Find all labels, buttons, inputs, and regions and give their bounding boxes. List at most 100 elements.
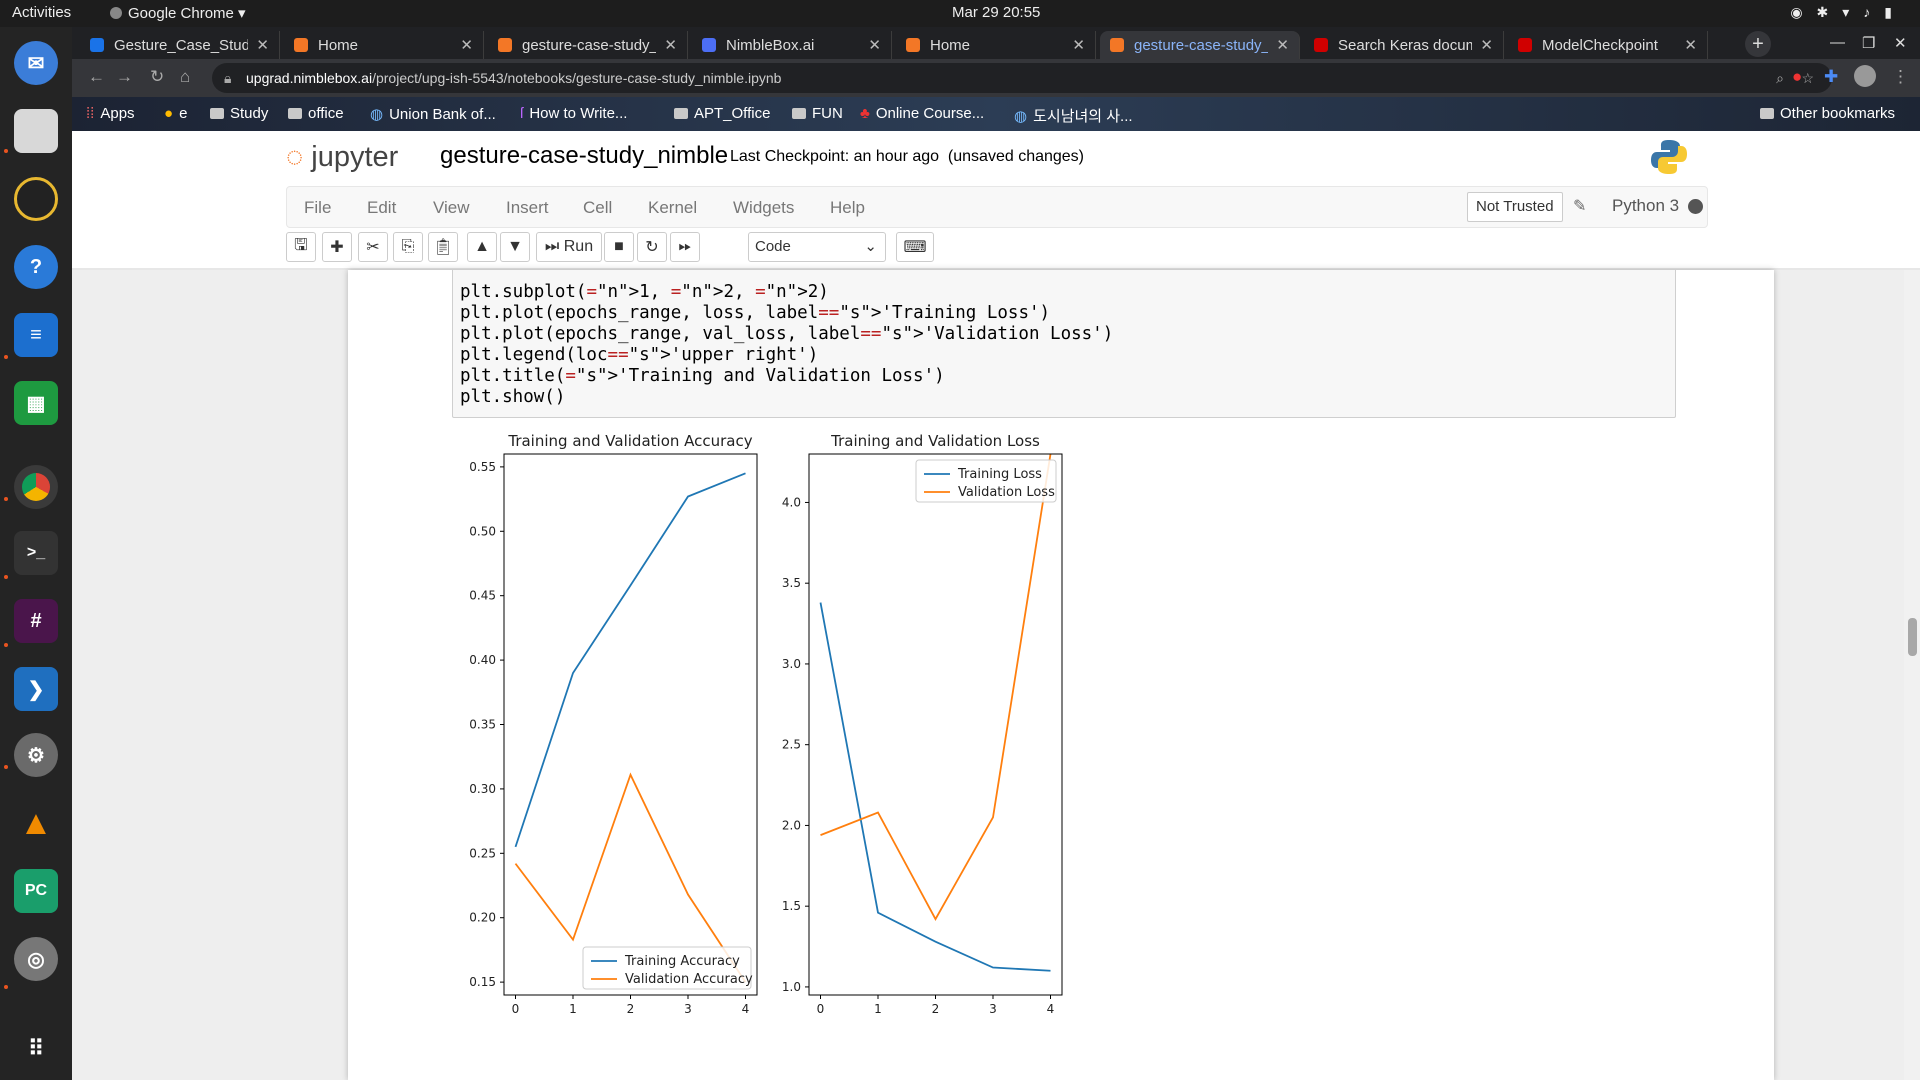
jupyter-logo[interactable]: ◌ jupyter (286, 141, 398, 174)
tab[interactable]: Home ✕ (284, 31, 484, 59)
command-palette-button[interactable]: ⌨ (896, 232, 934, 262)
close-window-icon[interactable]: ✕ (1894, 35, 1907, 52)
menu-kernel[interactable]: Kernel (648, 198, 698, 217)
calc-icon[interactable]: ▦ (14, 381, 58, 425)
restart-run-all-button[interactable]: ⏩︎ (670, 232, 700, 262)
menu-view[interactable]: View (433, 198, 470, 217)
thunderbird-icon[interactable]: ✉ (14, 41, 58, 85)
cut-button[interactable]: ✂ (358, 232, 388, 262)
menu-cell[interactable]: Cell (583, 198, 613, 217)
bookmark-folder[interactable]: FUN (792, 105, 843, 122)
code-editor[interactable]: plt.subplot(="n">1, ="n">2, ="n">2) plt.p… (460, 282, 1113, 408)
back-icon[interactable]: ← (88, 67, 105, 86)
vlc-icon[interactable]: ▲ (19, 803, 53, 842)
zoom-icon[interactable]: ⌕ (1776, 70, 1784, 86)
reload-icon[interactable]: ↻ (150, 67, 165, 86)
insert-cell-button[interactable]: ✚ (322, 232, 352, 262)
bookmark[interactable]: ſ How to Write... (520, 105, 627, 122)
scrollbar[interactable] (1904, 270, 1920, 1080)
vscode-icon[interactable]: ❯ (14, 667, 58, 711)
y-tick-label: 0.35 (469, 718, 496, 732)
slack-icon[interactable]: # (14, 599, 58, 643)
tab-title: Home (318, 36, 359, 54)
interrupt-button[interactable]: ■ (604, 232, 634, 262)
close-tab-icon[interactable]: ✕ (1072, 37, 1085, 54)
close-tab-icon[interactable]: ✕ (256, 37, 269, 54)
url-bar[interactable]: 🔒︎ upgrad.nimblebox.ai/project/upg-ish-5… (212, 63, 1832, 93)
code-cell-input[interactable]: plt.subplot(="n">1, ="n">2, ="n">2) plt.p… (452, 270, 1676, 418)
x-tick-label: 3 (684, 1002, 692, 1016)
home-icon[interactable]: ⌂ (180, 67, 191, 86)
other-bookmarks[interactable]: Other bookmarks (1760, 105, 1895, 122)
tab-title: Gesture_Case_Study (114, 36, 249, 54)
tab[interactable]: Search Keras docume ✕ (1304, 31, 1504, 59)
run-button[interactable]: ⏭︎ Run (536, 232, 602, 262)
restart-button[interactable]: ↻ (637, 232, 667, 262)
running-indicator (4, 985, 8, 989)
bookmark-label: APT_Office (694, 105, 771, 122)
close-tab-icon[interactable]: ✕ (1276, 37, 1289, 54)
help-icon[interactable]: ? (14, 245, 58, 289)
show-apps-icon[interactable]: ⠿ (27, 1036, 45, 1061)
menu-file[interactable]: File (304, 198, 332, 217)
app-menu[interactable]: Google Chrome ▾ (110, 4, 246, 22)
puzzle-icon[interactable]: ✚ (1824, 67, 1839, 86)
kernel-status-icon (1688, 199, 1703, 214)
bookmark-folder[interactable]: APT_Office (674, 105, 770, 122)
menu-widgets[interactable]: Widgets (733, 198, 795, 217)
edit-pencil-icon[interactable]: ✎ (1573, 198, 1587, 215)
menu-kebab-icon[interactable]: ⋮ (1892, 67, 1909, 86)
paste-button[interactable]: 📋︎ (428, 232, 458, 262)
bookmark[interactable]: ◍ 도시남녀의 사... (1014, 105, 1133, 126)
bookmark[interactable]: ● e (164, 105, 187, 122)
cell-type-select[interactable]: Code ⌄ (748, 232, 886, 262)
close-tab-icon[interactable]: ✕ (460, 37, 473, 54)
save-button[interactable]: 🖫︎ (286, 232, 316, 262)
menu-edit[interactable]: Edit (367, 198, 397, 217)
not-trusted-badge[interactable]: Not Trusted (1467, 192, 1563, 222)
tab[interactable]: Home ✕ (896, 31, 1096, 59)
extension-icon[interactable]: ● (1792, 67, 1803, 86)
settings-icon[interactable]: ⚙ (14, 733, 58, 777)
close-tab-icon[interactable]: ✕ (1480, 37, 1493, 54)
maximize-icon[interactable]: ❐ (1862, 35, 1876, 52)
avatar[interactable] (1854, 65, 1876, 87)
pycharm-icon[interactable]: PC (14, 869, 58, 913)
move-down-button[interactable]: ▼ (500, 232, 530, 262)
notebook-name[interactable]: gesture-case-study_nimble (440, 142, 729, 169)
bookmark-folder[interactable]: office (288, 105, 344, 122)
bookmark-folder[interactable]: Study (210, 105, 268, 122)
scrollbar-thumb[interactable] (1908, 618, 1917, 656)
new-tab-button[interactable]: + (1745, 31, 1771, 57)
rhythmbox-icon[interactable] (14, 177, 58, 221)
menu-help[interactable]: Help (830, 198, 865, 217)
close-tab-icon[interactable]: ✕ (868, 37, 881, 54)
tab[interactable]: gesture-case-study_ ✕ (488, 31, 688, 59)
files-icon[interactable] (14, 109, 58, 153)
bookmark-apps[interactable]: ⁞⁞ Apps (86, 105, 135, 122)
bookmark[interactable]: ◍ Union Bank of... (370, 105, 496, 123)
close-tab-icon[interactable]: ✕ (1684, 37, 1697, 54)
system-tray[interactable]: ◉✱▾♪▮ (1790, 4, 1906, 20)
tab[interactable]: Gesture_Case_Study ✕ (80, 31, 280, 59)
tab-active[interactable]: gesture-case-study_ ✕ (1100, 31, 1300, 59)
minimize-icon[interactable]: — (1830, 34, 1845, 51)
writer-icon[interactable]: ≡ (14, 313, 58, 357)
clock[interactable]: Mar 29 20:55 (952, 4, 1041, 21)
star-icon[interactable]: ☆ (1801, 70, 1814, 86)
copy-button[interactable]: ⎘ (393, 232, 423, 262)
forward-icon[interactable]: → (116, 67, 133, 86)
bookmark[interactable]: ♣ Online Course... (860, 105, 984, 122)
tab-favicon-icon (498, 38, 512, 52)
terminal-icon[interactable]: >_ (14, 531, 58, 575)
chrome-dock-icon[interactable] (14, 465, 58, 509)
tab[interactable]: NimbleBox.ai ✕ (692, 31, 892, 59)
move-up-button[interactable]: ▲ (467, 232, 497, 262)
search-icon[interactable]: ◎ (14, 937, 58, 981)
activities-button[interactable]: Activities (12, 4, 72, 21)
close-tab-icon[interactable]: ✕ (664, 37, 677, 54)
kernel-name[interactable]: Python 3 (1612, 196, 1680, 215)
y-tick-label: 0.50 (469, 524, 496, 538)
menu-insert[interactable]: Insert (506, 198, 549, 217)
tab[interactable]: ModelCheckpoint ✕ (1508, 31, 1708, 59)
